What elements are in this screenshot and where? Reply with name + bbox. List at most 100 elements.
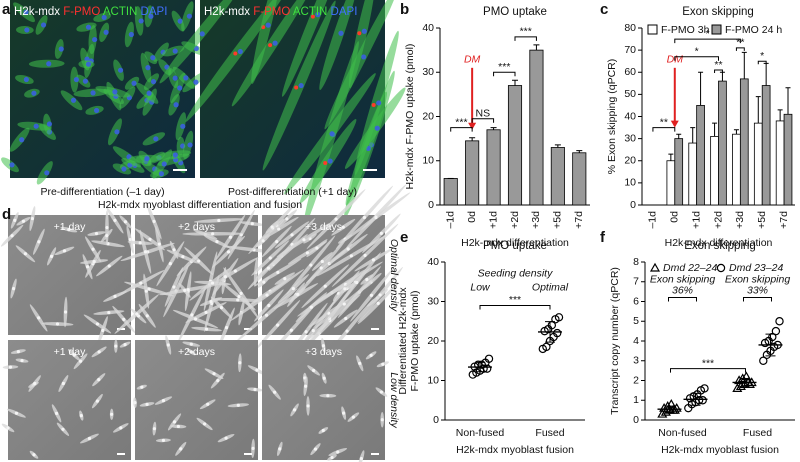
nucleus — [85, 24, 92, 30]
chart-title: Exon skipping — [684, 240, 756, 252]
cell-body — [305, 251, 310, 255]
nucleus — [153, 136, 159, 142]
cell-body — [168, 262, 172, 266]
nucleus — [361, 28, 367, 34]
cell-body — [101, 328, 105, 333]
image-label: +1 day — [54, 221, 87, 233]
cell-body — [365, 277, 369, 282]
cell-body — [277, 227, 281, 231]
pmo-signal — [310, 14, 315, 19]
cell-body — [315, 246, 319, 250]
error-bar — [719, 71, 725, 82]
data-point — [659, 402, 670, 412]
cell-body — [189, 342, 193, 346]
nucleus — [117, 67, 124, 73]
cell-body — [209, 300, 213, 304]
cell-body — [78, 359, 83, 363]
error-bar — [733, 129, 739, 135]
bar — [443, 178, 458, 206]
cell-body — [147, 287, 151, 291]
nucleus — [44, 170, 50, 176]
cell-body — [72, 353, 76, 357]
x-tick-label: +5d — [552, 211, 564, 229]
annotation: NS — [476, 107, 491, 119]
nucleus — [177, 18, 183, 24]
bracket — [670, 368, 746, 373]
nucleus — [146, 90, 152, 96]
cell-body — [304, 330, 308, 334]
x-tick-label: +1d — [487, 211, 499, 229]
cell-body — [190, 313, 194, 317]
bracket — [493, 71, 516, 77]
nucleus — [148, 13, 154, 19]
cell-body — [107, 264, 111, 268]
cell-body — [62, 249, 67, 253]
cell-body — [204, 310, 208, 315]
annotation: *** — [498, 61, 510, 73]
error-bar — [755, 96, 761, 124]
image-label: +2 days — [178, 221, 215, 233]
pmo-signal — [294, 85, 299, 90]
bracket — [674, 56, 719, 61]
nucleus — [103, 29, 109, 35]
cell-body — [336, 450, 340, 454]
bracket — [735, 47, 745, 51]
sd-bar — [690, 392, 701, 406]
x-tick-label: +7d — [573, 211, 585, 229]
cell-body — [278, 447, 282, 451]
cell-body — [381, 362, 385, 366]
nucleus — [138, 18, 144, 24]
x-axis-label: H2k-mdx differentiation — [665, 237, 773, 249]
cell-body — [212, 372, 216, 376]
nucleus — [187, 142, 193, 148]
image-caption: Post-differentiation (+1 day) — [228, 186, 357, 198]
cell-body — [309, 305, 313, 309]
nucleus — [173, 102, 179, 108]
sd-bar — [475, 361, 485, 373]
annotation: * — [695, 46, 699, 58]
error-bar — [490, 127, 497, 130]
panel-letter: a — [2, 1, 11, 18]
stain-label: H2k-mdx F-PMO ACTIN DAPI — [204, 6, 357, 18]
cell-body — [186, 288, 190, 292]
image-label: +3 days — [305, 221, 342, 233]
nucleus — [92, 36, 98, 43]
nucleus — [85, 61, 92, 67]
cell-body — [179, 447, 183, 451]
nucleus — [172, 152, 178, 158]
cell-body — [11, 286, 16, 291]
annotation: Low — [470, 281, 491, 293]
y-tick-label: 6 — [633, 295, 639, 307]
cell-body — [161, 399, 166, 403]
cell-body — [140, 385, 144, 389]
arrow-head — [468, 122, 477, 130]
cell-body — [239, 291, 243, 295]
y-tick-label: 0 — [630, 199, 636, 211]
pmo-signal — [371, 102, 376, 107]
cell-body — [236, 403, 240, 407]
x-tick-label: +2d — [712, 211, 724, 229]
cell-body — [113, 294, 117, 298]
cell-body — [123, 220, 128, 224]
stain-word: ACTIN — [293, 6, 328, 18]
panel-letter: e — [400, 229, 408, 246]
cell-body — [309, 263, 313, 267]
x-tick-label: 0d — [669, 211, 681, 223]
nucleus — [58, 46, 64, 52]
y-tick-label: 2 — [633, 374, 639, 386]
bar — [666, 160, 676, 206]
data-point — [554, 313, 564, 322]
phase-image — [135, 340, 258, 460]
nucleus — [172, 75, 178, 81]
y-tick-label: 20 — [624, 155, 636, 167]
nucleus — [128, 31, 134, 38]
bracket — [479, 304, 551, 310]
nucleus — [121, 166, 127, 172]
nucleus — [376, 100, 382, 106]
data-point — [759, 356, 768, 365]
cell-body — [37, 316, 41, 320]
y-tick-label: 10 — [422, 155, 434, 167]
cell-body — [54, 411, 59, 415]
stain-word: DAPI — [331, 6, 358, 18]
